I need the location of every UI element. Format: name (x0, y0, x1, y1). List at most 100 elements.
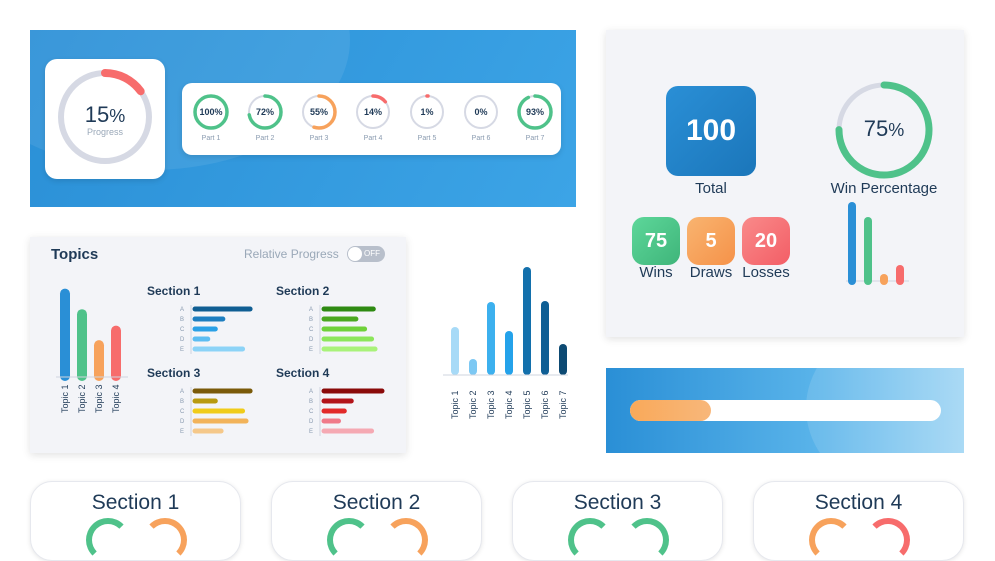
section-bar-letter: C (309, 409, 314, 415)
card-arc-decoration (568, 518, 612, 560)
total-tile: 100 (666, 86, 756, 176)
section-card-1[interactable]: Section 1 (30, 481, 241, 561)
part-label: Part 7 (525, 135, 545, 142)
section-1-title: Section 1 (147, 284, 201, 298)
section-bar-letter: B (180, 317, 184, 323)
part-value: 100% (199, 107, 223, 117)
section-4-title: Section 4 (276, 366, 330, 380)
part-progress-5: 1% Part 5 (400, 92, 454, 142)
part-value: 14% (363, 107, 382, 117)
part-progress-7: 93% Part 7 (508, 92, 562, 142)
section-bar-letter: A (180, 389, 184, 395)
part-label: Part 3 (309, 135, 329, 142)
section-bar-letter: B (309, 317, 313, 323)
part-ring: 72% (245, 92, 285, 132)
win-percentage-ring (835, 81, 933, 179)
section-bar-letter: D (309, 419, 314, 425)
wins-value: 75 (644, 230, 668, 252)
total-value: 100 (685, 114, 737, 147)
section-bar-letter: E (180, 347, 184, 353)
part-value: 1% (420, 107, 434, 117)
topic7-tick-label: Topic 7 (558, 390, 568, 419)
part-progress-2: 72% Part 2 (238, 92, 292, 142)
topic-tick-label: Topic 2 (77, 384, 87, 413)
total-label: Total (695, 180, 727, 197)
card-arc-decoration (86, 518, 130, 560)
part-label: Part 1 (201, 135, 221, 142)
draws-label: Draws (689, 264, 733, 281)
section-card-2[interactable]: Section 2 (271, 481, 482, 561)
draws-tile: 5 (687, 217, 735, 265)
card-arc-decoration (866, 518, 910, 560)
wdl-bar-chart (846, 202, 909, 285)
section-card-3[interactable]: Section 3 (512, 481, 723, 561)
section-bar-letter: E (309, 347, 313, 353)
section-3-title: Section 3 (147, 366, 201, 380)
part-ring: 0% (461, 92, 501, 132)
part-label: Part 5 (417, 135, 437, 142)
part-ring: 93% (515, 92, 555, 132)
card-arc-decoration (143, 518, 187, 560)
part-label: Part 2 (255, 135, 275, 142)
section-bar-letter: C (309, 327, 314, 333)
main-progress-label: Progress (86, 127, 123, 137)
relative-progress-label: Relative Progress (244, 247, 339, 261)
part-ring: 14% (353, 92, 393, 132)
parts-progress-card: 100% Part 1 72% Part 2 55% Part 3 14% Part 4 1% P… (182, 83, 561, 155)
section-card-4[interactable]: Section 4 (753, 481, 964, 561)
part-progress-3: 55% Part 3 (292, 92, 346, 142)
topic7-tick-label: Topic 3 (486, 390, 496, 419)
losses-value: 20 (754, 230, 778, 252)
section-bar-letter: D (180, 337, 185, 343)
part-ring: 100% (191, 92, 231, 132)
main-progress-ring (57, 69, 153, 165)
losses-label: Losses (742, 264, 790, 281)
topic7-tick-label: Topic 2 (468, 390, 478, 419)
section-card-title: Section 1 (91, 491, 180, 514)
card-arc-decoration (625, 518, 669, 560)
loader-track (630, 400, 941, 421)
main-progress-unit: % (109, 106, 126, 126)
section-card-title: Section 4 (814, 491, 903, 514)
topics-title: Topics (51, 246, 99, 263)
loading-strip (606, 368, 964, 453)
section-bar-letter: B (309, 399, 313, 405)
toggle-state: OFF (364, 249, 380, 258)
part-ring: 55% (299, 92, 339, 132)
win-percentage-value: 75 (863, 116, 889, 141)
part-progress-1: 100% Part 1 (184, 92, 238, 142)
section-bar-letter: E (309, 429, 313, 435)
losses-tile: 20 (742, 217, 790, 265)
section-card-title: Section 2 (332, 491, 421, 514)
topics-7-bar-chart: Topic 1 Topic 2 Topic 3 Topic 4 Topic 5 Topic… (443, 267, 568, 419)
topic7-tick-label: Topic 5 (522, 390, 532, 419)
win-percentage-label: Win Percentage (830, 180, 938, 197)
relative-progress-toggle[interactable]: OFF (347, 246, 385, 262)
toggle-knob (348, 247, 362, 261)
section-bar-letter: E (180, 429, 184, 435)
section-2-title: Section 2 (276, 284, 330, 298)
win-percentage-unit: % (888, 120, 905, 140)
main-progress-card: 15% Progress (45, 59, 165, 179)
part-label: Part 6 (471, 135, 491, 142)
topic-tick-label: Topic 3 (94, 384, 104, 413)
part-progress-6: 0% Part 6 (454, 92, 508, 142)
draws-value: 5 (705, 230, 717, 252)
part-value: 0% (474, 107, 488, 117)
wins-label: Wins (639, 264, 673, 281)
section-bar-letter: D (309, 337, 314, 343)
part-value: 72% (255, 107, 274, 117)
section-bar-letter: C (180, 409, 185, 415)
card-arc-decoration (809, 518, 853, 560)
part-ring: 1% (407, 92, 447, 132)
topics-panel: Topics Relative Progress OFF Topic 1 Topi… (30, 237, 406, 453)
section-card-title: Section 3 (573, 491, 662, 514)
section-bar-letter: B (180, 399, 184, 405)
section-bar-letter: D (180, 419, 185, 425)
main-progress-value: 15 (84, 102, 110, 127)
topic7-tick-label: Topic 1 (450, 390, 460, 419)
